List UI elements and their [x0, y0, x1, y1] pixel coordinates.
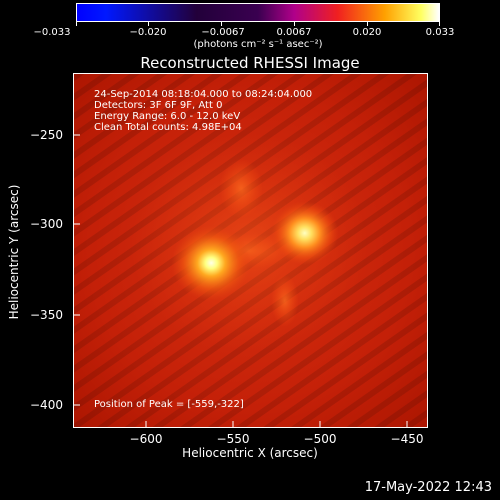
image-plot	[73, 73, 428, 428]
x-axis-label: Heliocentric X (arcsec)	[182, 446, 318, 460]
colorbar-tick	[439, 22, 440, 26]
x-tick-label: −500	[303, 432, 337, 446]
x-tick-label: −450	[390, 432, 424, 446]
rhessi-image	[74, 74, 427, 427]
colorbar-gradient	[77, 4, 439, 21]
colorbar-tick-label: 0.033	[425, 27, 455, 38]
y-tick-label: −400	[30, 398, 63, 412]
y-tick-label: −250	[30, 128, 63, 142]
colorbar-tick-label: −0.033	[33, 27, 71, 38]
timestamp: 17-May-2022 12:43	[364, 480, 492, 495]
x-tick-label: −550	[216, 432, 250, 446]
x-tick-label: −600	[129, 432, 163, 446]
y-tick-label: −300	[30, 217, 63, 231]
colorbar-tick-label: 0.020	[352, 27, 382, 38]
info-time-range: 24-Sep-2014 08:18:04.000 to 08:24:04.000	[94, 89, 313, 100]
colorbar-tick	[221, 22, 222, 26]
colorbar-tick-label: 0.0067	[276, 27, 312, 38]
colorbar	[76, 3, 440, 22]
colorbar-tick	[367, 22, 368, 26]
info-energy-range: Energy Range: 6.0 - 12.0 keV	[94, 111, 241, 122]
colorbar-units: (photons cm⁻² s⁻¹ asec⁻²)	[193, 39, 323, 50]
y-axis-label: Heliocentric Y (arcsec)	[7, 184, 21, 320]
plot-title: Reconstructed RHESSI Image	[140, 54, 360, 72]
colorbar-tick-label: −0.020	[129, 27, 167, 38]
y-tick-label: −350	[30, 308, 63, 322]
colorbar-tick	[76, 22, 77, 26]
info-peak-position: Position of Peak = [-559,-322]	[94, 399, 244, 410]
info-detectors: Detectors: 3F 6F 9F, Att 0	[94, 100, 223, 111]
colorbar-tick-label: −0.0067	[201, 27, 245, 38]
info-clean-counts: Clean Total counts: 4.98E+04	[94, 122, 242, 133]
colorbar-tick	[294, 22, 295, 26]
colorbar-tick	[148, 22, 149, 26]
